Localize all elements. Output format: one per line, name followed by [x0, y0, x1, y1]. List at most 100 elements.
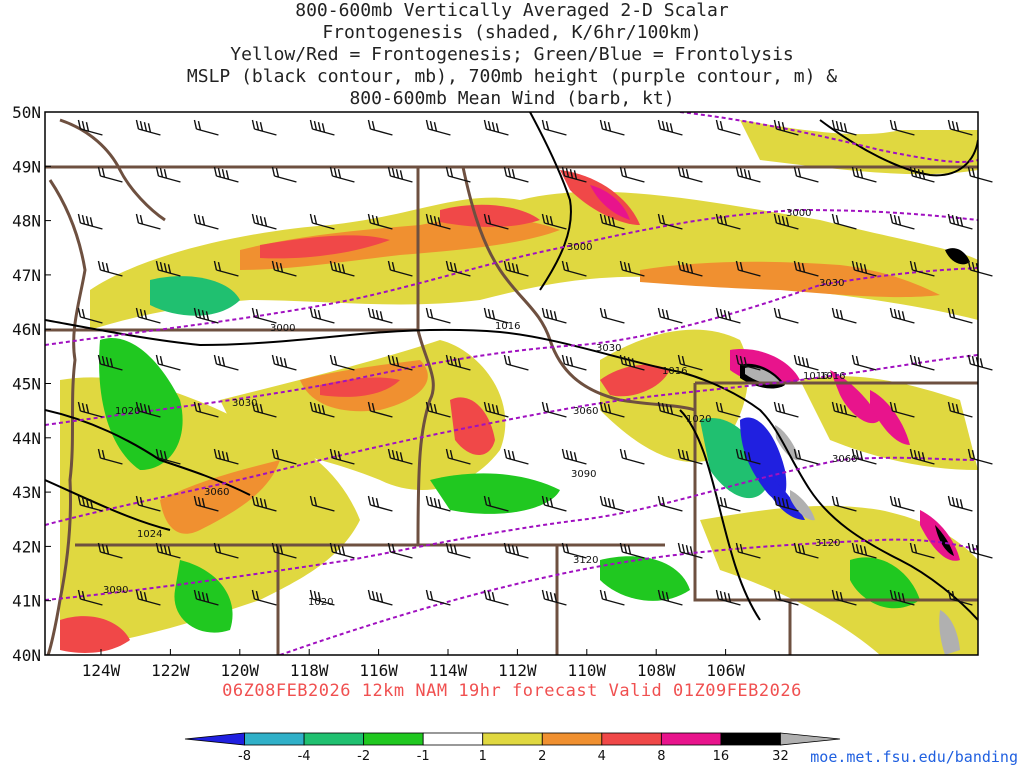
- wind-barb: [947, 307, 973, 324]
- colorbar-swatch: [422, 732, 484, 746]
- wind-barb: [851, 448, 877, 465]
- height-label: 3000: [567, 242, 592, 253]
- height-label: 3030: [596, 343, 621, 354]
- colorbar-tick-label: 16: [713, 749, 730, 764]
- wind-barb: [213, 354, 239, 371]
- colorbar-swatch: [363, 732, 424, 746]
- wind-barb: [483, 119, 509, 136]
- latitude-axis: 50N 49N 48N 47N 46N 45N 44N 43N 42N 41N 40N: [12, 103, 51, 665]
- wind-barb: [483, 589, 509, 606]
- wind-barb: [251, 307, 277, 324]
- lon-label: 112W: [498, 661, 537, 680]
- colorbar-swatch: [303, 732, 365, 746]
- colorbar-tick-label: 2: [538, 749, 546, 764]
- wind-barb: [773, 307, 799, 324]
- longitude-axis: 124W 122W 120W 118W 116W 114W 112W 110W 108W 106W: [82, 649, 745, 680]
- height-label: 3090: [571, 469, 596, 480]
- colorbar-swatch: [720, 732, 781, 746]
- title-line-4: MSLP (black contour, mb), 700mb height (…: [186, 66, 838, 87]
- wind-barb: [445, 260, 471, 277]
- wind-barb: [561, 448, 587, 465]
- wind-barb: [909, 260, 935, 277]
- wind-barb: [425, 119, 451, 136]
- wind-barb: [541, 589, 567, 606]
- wind-barb: [831, 119, 857, 136]
- wind-barb: [677, 166, 703, 183]
- wind-barb: [831, 495, 857, 512]
- wind-barb: [387, 542, 413, 559]
- colorbar-tick-label: 4: [598, 749, 606, 764]
- wind-barb: [735, 448, 761, 465]
- wind-barb: [561, 260, 587, 277]
- isobar-label: 1016: [803, 371, 828, 382]
- wind-barb: [715, 401, 741, 418]
- lon-label: 110W: [568, 661, 607, 680]
- wind-barb: [889, 213, 915, 230]
- wind-barb: [193, 495, 219, 512]
- lat-label: 43N: [12, 483, 41, 502]
- isobar-label: 1016: [662, 366, 687, 377]
- wind-barb: [735, 260, 761, 277]
- wind-barb: [851, 166, 877, 183]
- wind-barb: [193, 213, 219, 230]
- map-title: 800-600mb Vertically Averaged 2-D Scalar…: [0, 0, 1024, 110]
- height-label: 3060: [573, 406, 598, 417]
- height-label: 3060: [832, 454, 857, 465]
- wind-barb: [773, 495, 799, 512]
- wind-barb: [367, 119, 393, 136]
- wind-barb: [213, 542, 239, 559]
- wind-barb: [793, 166, 819, 183]
- wind-barb: [503, 354, 529, 371]
- wind-barb: [97, 354, 123, 371]
- wind-barb: [329, 354, 355, 371]
- wind-barb: [541, 119, 567, 136]
- wind-barb: [367, 213, 393, 230]
- wind-barb: [503, 542, 529, 559]
- wind-barb: [773, 119, 799, 136]
- wind-barb: [445, 542, 471, 559]
- wind-barb: [599, 119, 625, 136]
- wind-barb: [329, 448, 355, 465]
- wind-barb: [561, 354, 587, 371]
- wind-barb: [715, 119, 741, 136]
- wind-barb: [561, 166, 587, 183]
- wind-barb: [735, 354, 761, 371]
- wind-barb: [599, 307, 625, 324]
- wind-barb: [677, 260, 703, 277]
- height-label: 3030: [819, 278, 844, 289]
- colorbar-tick-label: 32: [772, 749, 789, 764]
- source-url[interactable]: moe.met.fsu.edu/banding: [810, 748, 1018, 766]
- wind-barb: [889, 401, 915, 418]
- wind-barb: [773, 213, 799, 230]
- wind-barb: [657, 401, 683, 418]
- wind-barb: [193, 119, 219, 136]
- isobar-label: 1024: [137, 529, 162, 540]
- wind-barb: [793, 448, 819, 465]
- wind-barb: [715, 589, 741, 606]
- wind-barb: [135, 589, 161, 606]
- wind-barb: [483, 401, 509, 418]
- isobar-label: 1020: [308, 597, 333, 608]
- wind-barb: [619, 354, 645, 371]
- title-line-3: Yellow/Red = Frontogenesis; Green/Blue =…: [230, 44, 794, 65]
- wind-barb: [947, 495, 973, 512]
- wind-barb: [309, 589, 335, 606]
- wind-barb: [425, 307, 451, 324]
- lon-label: 116W: [359, 661, 398, 680]
- wind-barb: [309, 307, 335, 324]
- wind-barb: [889, 589, 915, 606]
- colorbar-tick-label: -4: [298, 749, 311, 764]
- colorbar-tick-label: 8: [657, 749, 665, 764]
- wind-barb: [445, 166, 471, 183]
- wind-barb: [251, 495, 277, 512]
- wind-barbs: [77, 119, 993, 606]
- wind-barb: [213, 166, 239, 183]
- wind-barb: [271, 260, 297, 277]
- wind-barb: [135, 401, 161, 418]
- wind-barb: [77, 589, 103, 606]
- colorbar-swatch: [780, 732, 841, 746]
- wind-barb: [309, 119, 335, 136]
- wind-barb: [909, 448, 935, 465]
- lat-label: 46N: [12, 320, 41, 339]
- wind-barb: [193, 589, 219, 606]
